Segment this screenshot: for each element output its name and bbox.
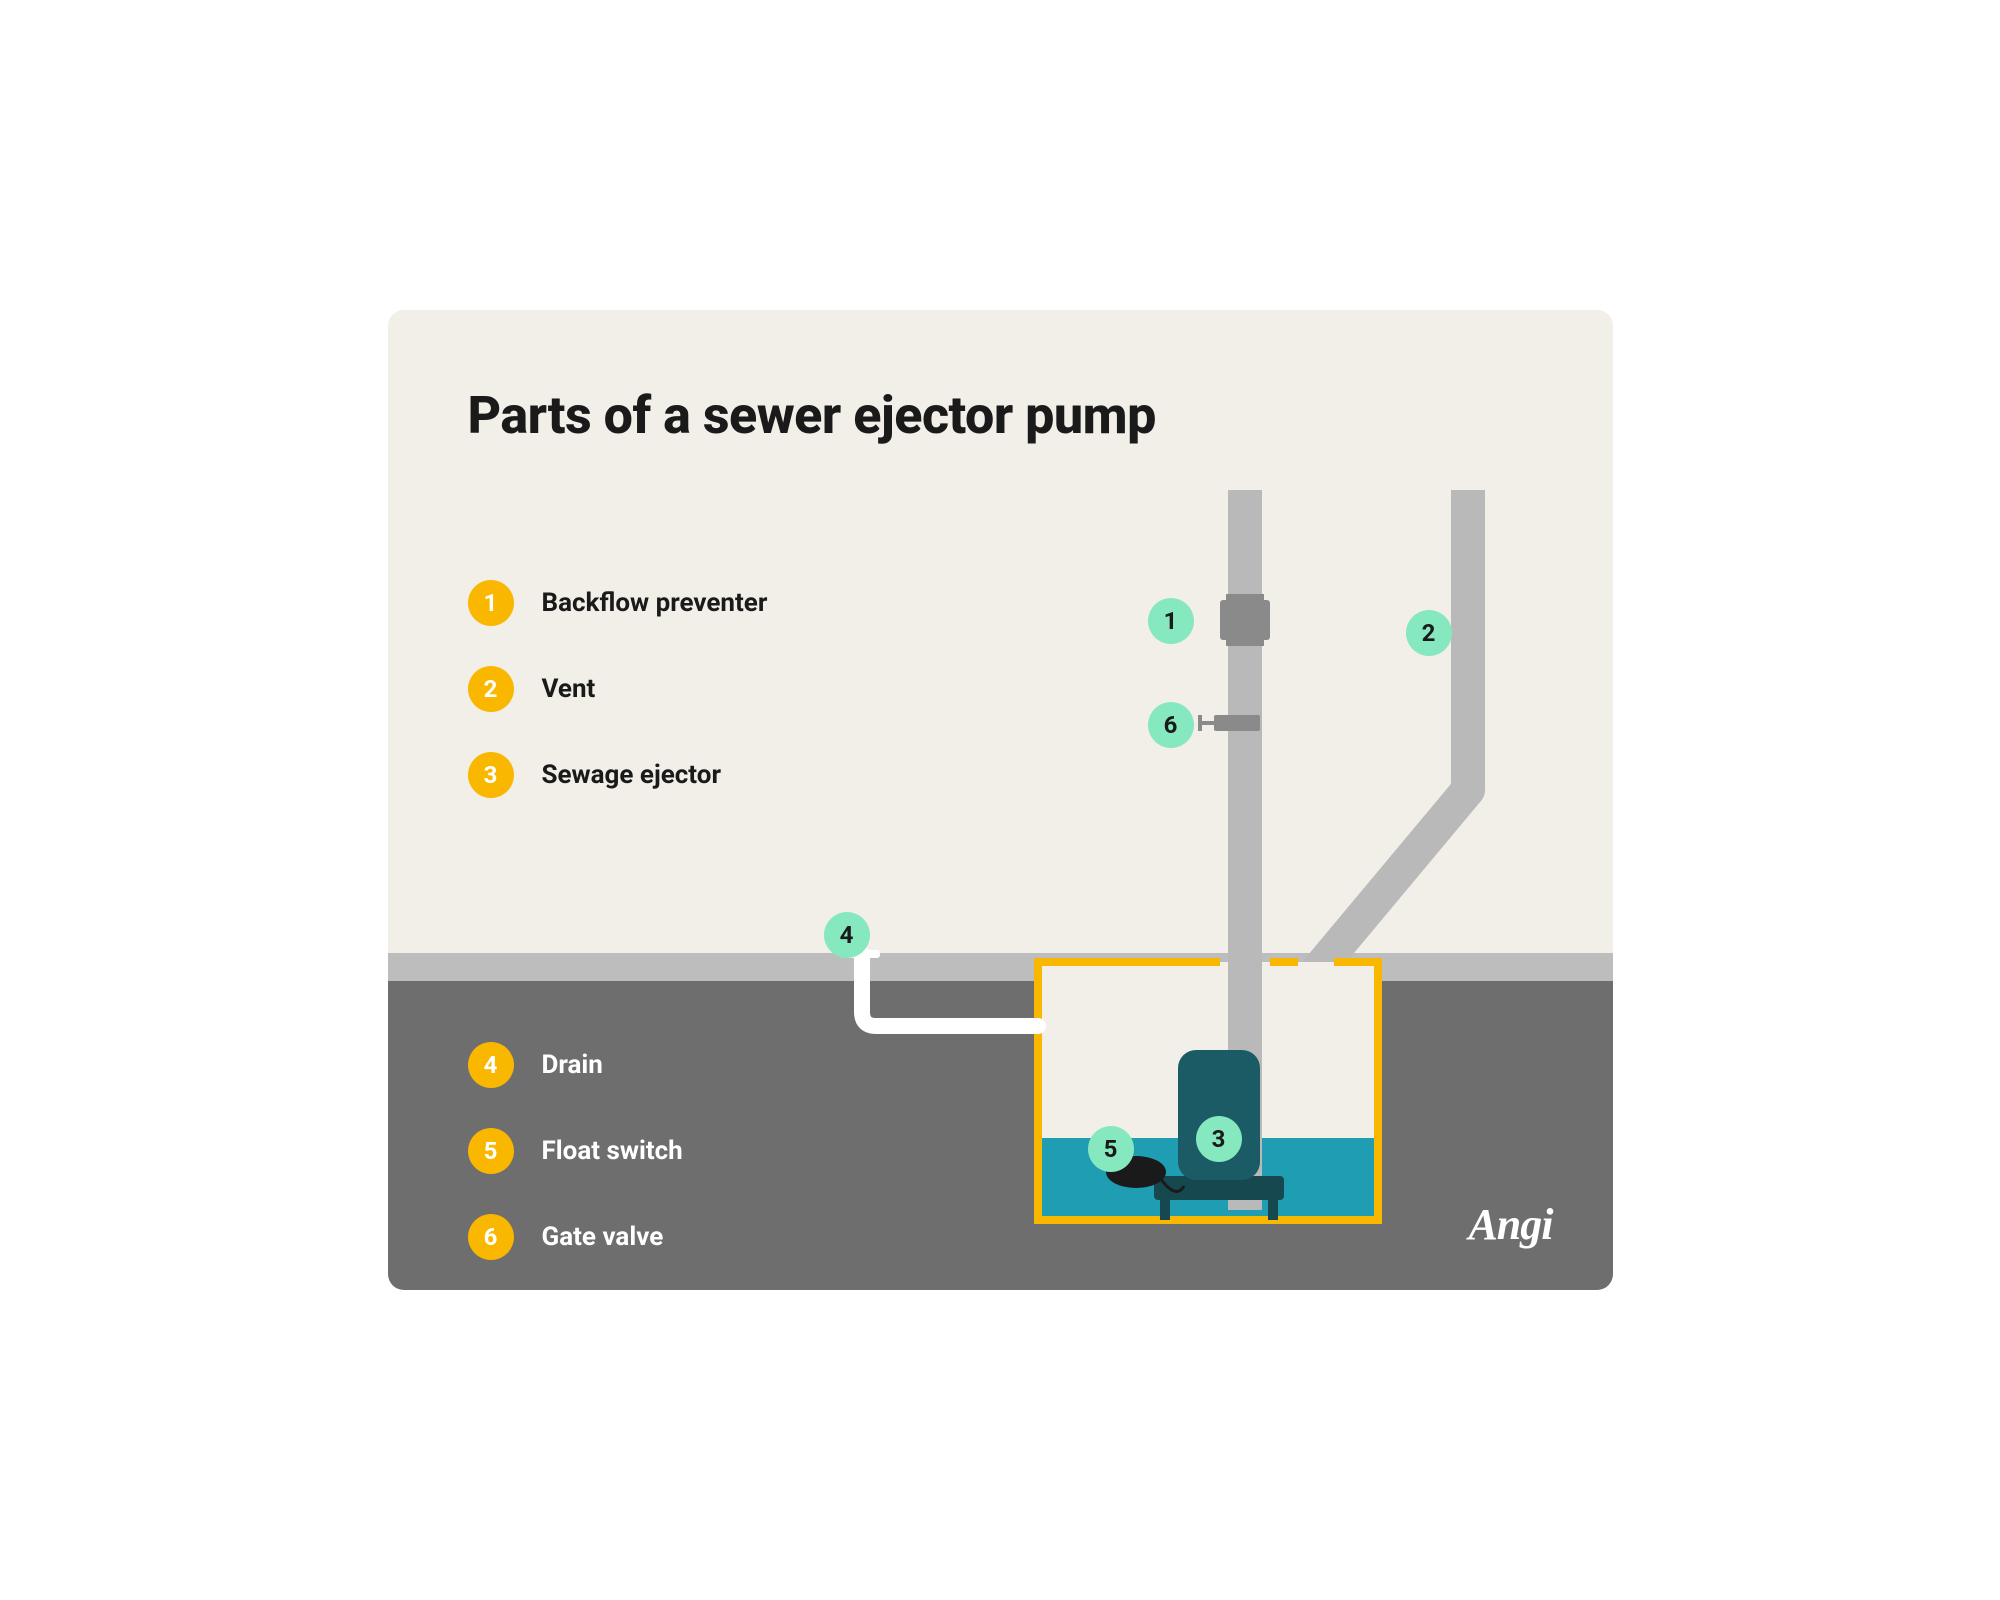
callout-badge: 6 (1148, 702, 1194, 748)
diagram-svg (388, 310, 1613, 1290)
callout-badge: 1 (1148, 598, 1194, 644)
callout-badge: 2 (1406, 610, 1452, 656)
callout-badge: 3 (1196, 1116, 1242, 1162)
callout-badge: 5 (1088, 1126, 1134, 1172)
infographic-card: Parts of a sewer ejector pump 1Backflow … (388, 310, 1613, 1290)
brand-logo: Angi (1468, 1199, 1552, 1250)
callout-badge: 4 (824, 912, 870, 958)
